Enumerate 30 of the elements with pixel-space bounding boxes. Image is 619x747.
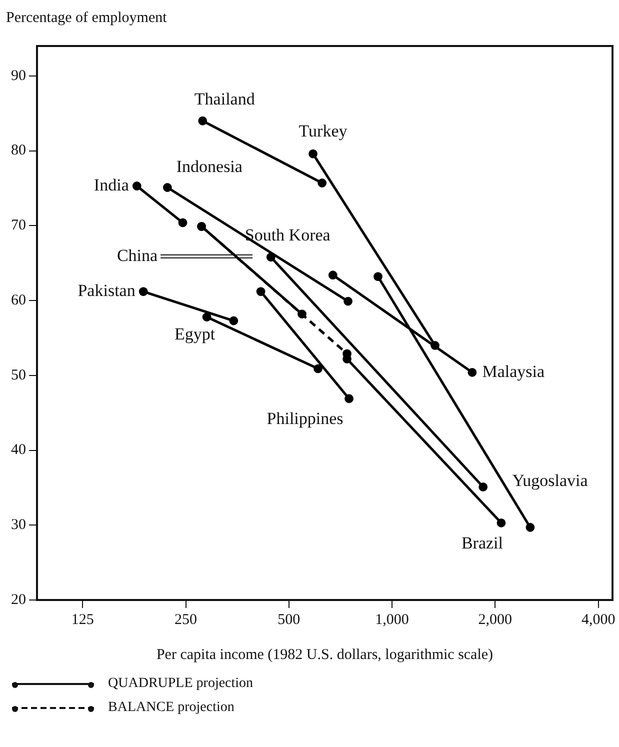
y-tick-label: 30	[11, 517, 26, 534]
series-label: Indonesia	[176, 156, 243, 176]
y-axis-title: Percentage of employment	[6, 10, 168, 26]
x-axis-title: Per capita income (1982 U.S. dollars, logarithmic scale)	[156, 646, 494, 663]
series-label: Egypt	[174, 324, 216, 344]
text: China	[116, 246, 158, 265]
series-label: Malaysia	[482, 362, 545, 381]
y-tick-label: 80	[11, 142, 26, 159]
y-tick-label: 60	[11, 292, 26, 308]
y-tick-label: 20	[11, 592, 26, 608]
series-label: Thailand	[194, 89, 256, 108]
series-label: South Korea	[244, 226, 331, 245]
x-tick-label: 125	[71, 612, 94, 628]
text: BALANCE projection	[108, 700, 234, 716]
y-tick-label: 50	[11, 367, 26, 384]
series-label: Philippines	[266, 409, 344, 428]
text: QUADRUPLE projection	[108, 676, 254, 692]
y-tick-label: 90	[11, 68, 26, 84]
series-label: India	[94, 175, 130, 194]
series-label: Yugoslavia	[512, 470, 588, 490]
x-tick-label: 1,000	[375, 612, 409, 628]
series-label: Brazil	[461, 533, 504, 552]
series-label: Turkey	[298, 121, 348, 140]
x-tick-label: 4,000	[581, 612, 616, 628]
x-tick-label: 250	[174, 612, 198, 628]
x-tick-label: 500	[278, 612, 300, 628]
y-tick-label: 70	[11, 218, 26, 234]
y-tick-label: 40	[11, 442, 26, 458]
x-tick-label: 2,000	[478, 612, 512, 628]
series-label: Pakistan	[78, 281, 136, 300]
